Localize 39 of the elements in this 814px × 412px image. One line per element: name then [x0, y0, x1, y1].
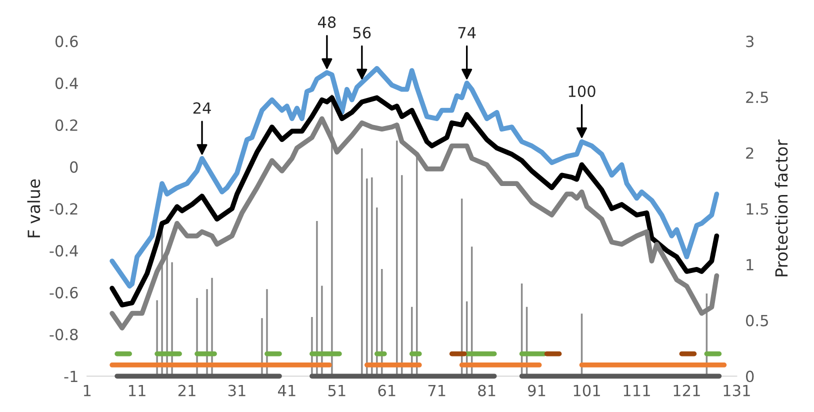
x-tick-label: 11 [129, 384, 146, 396]
x-tick-label: 61 [378, 384, 396, 396]
y2-axis-title: Protection factor [774, 139, 788, 276]
y2-tick-label: 2.5 [746, 91, 768, 104]
y-axis-title: F value [27, 179, 40, 238]
annotation: 100 [568, 86, 596, 98]
y-tick-label: -0.4 [50, 245, 78, 257]
y-tick-label: 0 [70, 161, 78, 173]
y-tick-label: 0.2 [55, 119, 78, 131]
x-tick-label: 51 [328, 384, 346, 396]
x-tick-label: 71 [428, 384, 446, 396]
x-tick-label: 81 [478, 384, 496, 396]
y2-tick-label: 1.5 [746, 203, 768, 215]
x-tick-label: 101 [574, 384, 600, 396]
y-tick-label: -0.2 [50, 203, 78, 215]
x-tick-label: 41 [278, 384, 296, 396]
line-series [110, 66, 720, 289]
x-tick-label: 21 [178, 384, 196, 396]
x-tick-label: 1 [84, 384, 91, 396]
y-tick-label: 0.6 [55, 36, 78, 48]
x-tick-label: 91 [528, 384, 546, 396]
annotation: 48 [318, 16, 336, 28]
x-tick-label: 131 [724, 384, 750, 396]
x-tick-label: 31 [228, 384, 246, 396]
x-tick-label: 121 [674, 384, 700, 396]
y-tick-label: -1 [64, 370, 78, 382]
y2-tick-label: 0.5 [746, 314, 768, 326]
y2-tick-label: 2 [746, 147, 754, 159]
annotation: 74 [458, 27, 476, 38]
y2-tick-label: 0 [746, 370, 754, 382]
line-series [110, 95, 720, 308]
y-tick-label: 0.4 [55, 78, 78, 90]
x-tick-label: 111 [624, 384, 650, 396]
y2-tick-label: 3 [746, 36, 754, 48]
annotation: 56 [353, 26, 371, 38]
y-tick-label: -0.6 [50, 286, 78, 298]
y2-tick-label: 1 [746, 259, 754, 270]
annotation: 24 [193, 102, 211, 114]
y-tick-label: -0.8 [50, 328, 78, 340]
